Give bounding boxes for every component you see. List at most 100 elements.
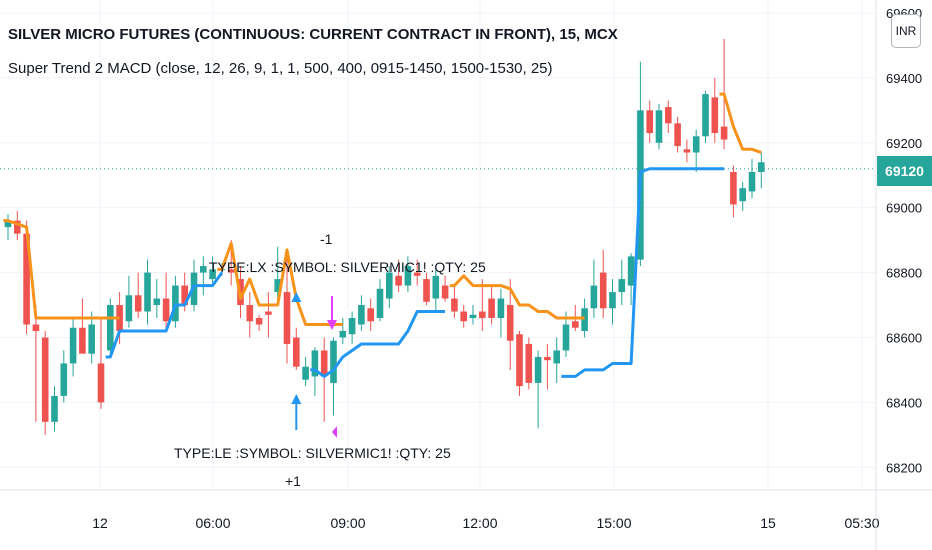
- candle-body: [469, 314, 477, 319]
- candle-body: [748, 171, 756, 192]
- candle-body: [134, 295, 142, 312]
- candle-body: [599, 272, 607, 309]
- candle-body: [227, 269, 235, 273]
- candle-body: [618, 279, 626, 293]
- candle-body: [674, 123, 681, 147]
- candle-body: [330, 340, 337, 383]
- buy-marker-top: [291, 292, 302, 302]
- currency-button[interactable]: INR: [891, 14, 921, 48]
- candle-body: [162, 298, 170, 322]
- supertrend-lines: [3, 92, 762, 378]
- sell-marker-bottom: [332, 426, 337, 438]
- grid: [0, 0, 876, 490]
- candle-body: [395, 275, 402, 286]
- signal-markers: [291, 292, 337, 438]
- lx-qty-label: -1: [320, 231, 333, 247]
- x-tick-label: 12:00: [462, 515, 497, 531]
- candle-body: [116, 305, 123, 331]
- candle-body: [125, 295, 133, 322]
- candle-body: [69, 327, 77, 364]
- candle-body: [655, 110, 663, 143]
- candle-body: [692, 136, 700, 153]
- y-tick-label: 69200: [886, 136, 922, 151]
- candle-body: [646, 110, 653, 134]
- candle-body: [302, 366, 309, 380]
- candle-body: [404, 266, 412, 286]
- candle-body: [41, 337, 49, 422]
- annotations: -1 TYPE:LX :SYMBOL: SILVERMIC1! :QTY: 25…: [174, 231, 486, 489]
- candle-body: [581, 308, 588, 331]
- candle-body: [367, 308, 374, 322]
- x-tick-label: 06:00: [195, 515, 230, 531]
- candle-body: [451, 298, 458, 312]
- candle-body: [479, 311, 486, 319]
- candle-body: [144, 272, 151, 312]
- candle-body: [97, 363, 105, 403]
- indicator-legend[interactable]: Super Trend 2 MACD (close, 12, 26, 9, 1,…: [8, 60, 553, 77]
- candle-body: [516, 334, 523, 387]
- candle-body: [423, 279, 430, 302]
- candle-body: [386, 272, 393, 299]
- candles: [4, 38, 765, 435]
- candle-body: [172, 285, 179, 322]
- candle-body: [432, 275, 440, 299]
- y-tick-label: 68200: [886, 460, 922, 475]
- candle-body: [153, 298, 161, 306]
- candle-body: [609, 292, 616, 309]
- candle-body: [32, 324, 40, 331]
- candle-body: [348, 318, 356, 335]
- current-price-label: 69120: [877, 156, 932, 186]
- candle-body: [497, 298, 505, 319]
- y-tick-label: 69400: [886, 71, 922, 86]
- candle-body: [627, 256, 635, 286]
- candle-body: [758, 162, 765, 172]
- candle-body: [376, 288, 384, 319]
- chart-title: SILVER MICRO FUTURES (CONTINUOUS: CURREN…: [8, 26, 618, 43]
- candle-body: [702, 94, 709, 137]
- candle-body: [572, 321, 579, 328]
- y-tick-label: 68800: [886, 266, 922, 281]
- candle-body: [88, 324, 95, 354]
- y-tick-label: 68400: [886, 395, 922, 410]
- le-qty-label: +1: [285, 473, 301, 489]
- candle-body: [181, 285, 188, 306]
- candle-body: [23, 233, 30, 325]
- candle-body: [311, 350, 319, 377]
- candle-body: [265, 311, 272, 315]
- x-tick-label: 12: [92, 515, 108, 531]
- candle-body: [200, 266, 207, 273]
- candle-body: [711, 97, 719, 134]
- candle-body: [525, 343, 533, 383]
- x-tick-label: 15: [760, 515, 776, 531]
- supertrend-upper-line: [3, 92, 762, 327]
- candle-body: [51, 395, 58, 422]
- candle-body: [544, 356, 551, 361]
- candle-body: [562, 324, 570, 351]
- candle-body: [255, 318, 263, 325]
- candle-body: [246, 305, 254, 322]
- candle-body: [14, 220, 21, 234]
- candle-body: [506, 305, 514, 341]
- candle-body: [358, 305, 365, 325]
- candle-body: [590, 285, 598, 309]
- buy-arrow-head: [291, 394, 302, 404]
- candle-body: [720, 126, 728, 140]
- candle-body: [441, 285, 449, 299]
- candle-body: [488, 298, 495, 319]
- sell-arrow-head: [327, 320, 337, 330]
- candle-body: [339, 330, 347, 338]
- candle-body: [209, 269, 216, 280]
- candle-body: [107, 305, 114, 351]
- candle-body: [60, 363, 68, 396]
- candle-body: [553, 350, 560, 364]
- candle-body: [460, 311, 467, 322]
- x-tick-label: 05:30: [844, 515, 879, 531]
- candle-body: [320, 350, 328, 377]
- x-tick-label: 09:00: [330, 515, 365, 531]
- y-tick-label: 69000: [886, 201, 922, 216]
- candle-body: [739, 188, 746, 202]
- candle-body: [293, 337, 300, 367]
